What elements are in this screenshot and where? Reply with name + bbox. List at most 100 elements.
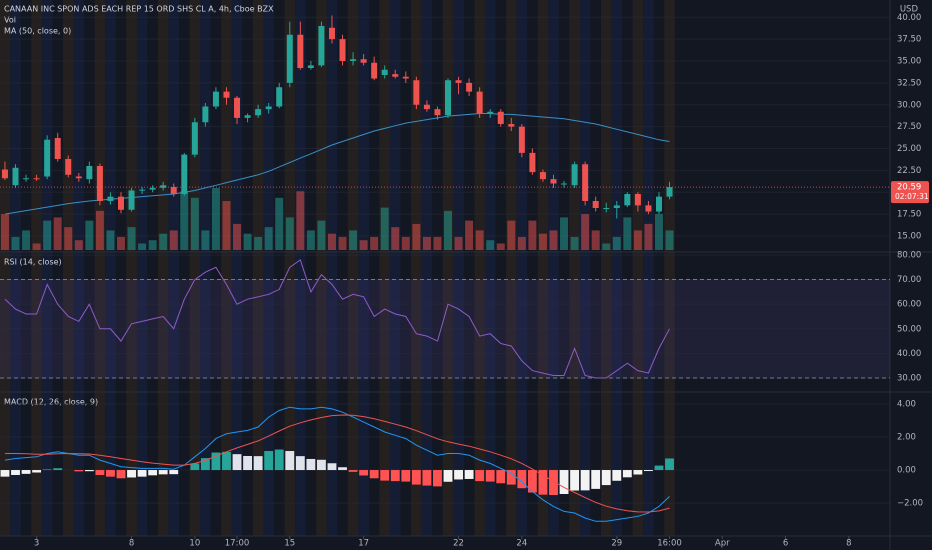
x-tick-label: 17 <box>358 539 369 549</box>
last-price-label: 20.59 <box>897 183 921 193</box>
candle-body <box>550 179 557 184</box>
volume-bar <box>538 233 547 250</box>
histogram-bar <box>127 470 136 478</box>
x-tick-label: 3 <box>34 539 39 549</box>
volume-bar <box>444 210 453 250</box>
volume-bar <box>275 197 284 250</box>
volume-bar <box>654 214 663 250</box>
histogram-bar <box>348 470 358 472</box>
session-band <box>379 0 390 536</box>
histogram-bar <box>559 470 569 495</box>
volume-bar <box>317 220 326 250</box>
session-band <box>136 0 148 536</box>
volume-bar <box>180 191 189 250</box>
histogram-bar <box>222 451 231 471</box>
session-band <box>516 0 528 536</box>
session-band <box>263 0 274 536</box>
y-tick-label: 80.00 <box>897 250 921 260</box>
histogram-bar <box>211 452 221 471</box>
y-tick-label: 40.00 <box>897 349 921 359</box>
candle-body <box>455 80 462 83</box>
candle-body <box>571 164 578 186</box>
y-tick-label: 30.00 <box>897 373 921 383</box>
volume-bar <box>222 201 231 250</box>
candle-body <box>234 97 241 118</box>
histogram-bar <box>485 470 495 482</box>
histogram-bar <box>527 470 537 493</box>
countdown-label: 02:07:31 <box>895 192 929 201</box>
candle-body <box>360 59 367 63</box>
histogram-bar <box>316 459 326 471</box>
histogram-bar <box>475 470 485 482</box>
session-band <box>73 0 85 536</box>
histogram-bar <box>517 470 527 489</box>
histogram-bar <box>433 470 442 487</box>
x-tick-label: 22 <box>453 539 464 549</box>
candle-body <box>128 190 135 210</box>
histogram-bar <box>306 458 316 471</box>
session-band <box>389 0 401 536</box>
candle-body <box>276 87 283 107</box>
histogram-bar <box>380 470 390 481</box>
volume-bar <box>422 236 431 250</box>
session-band <box>622 0 633 536</box>
histogram-bar <box>327 463 337 471</box>
histogram-bar <box>633 470 643 475</box>
candle-body <box>170 187 177 194</box>
candle-body <box>202 106 209 123</box>
candle-body <box>645 205 652 212</box>
candle-body <box>23 178 30 180</box>
candle-body <box>286 34 293 83</box>
candle-body <box>265 106 272 110</box>
candle-body <box>445 80 452 116</box>
volume-bar <box>401 236 410 250</box>
session-band <box>168 0 180 536</box>
session-band <box>231 0 243 536</box>
histogram-bar <box>53 468 63 471</box>
candle-body <box>107 196 114 201</box>
candle-body <box>191 122 198 155</box>
candle-body <box>476 91 483 114</box>
candle-body <box>561 183 568 185</box>
histogram-bar <box>106 470 115 477</box>
session-band <box>548 0 559 536</box>
volume-bar <box>465 220 474 250</box>
volume-bar <box>560 217 569 250</box>
candle-body <box>244 115 251 118</box>
y-tick-label: 22.50 <box>897 166 921 176</box>
histogram-bar <box>654 465 664 471</box>
candle-body <box>624 194 631 206</box>
histogram-bar <box>601 470 611 486</box>
candle-body <box>413 80 420 105</box>
volume-bar <box>549 230 558 250</box>
volume-bar <box>148 240 157 250</box>
indicator-label: RSI (14, close) <box>4 258 62 267</box>
last-price-tag <box>891 181 929 204</box>
candle-body <box>666 187 673 197</box>
volume-bar <box>327 233 336 250</box>
volume-bar <box>85 220 94 250</box>
histogram-bar <box>11 470 20 475</box>
candle-body <box>33 178 40 180</box>
histogram-bar <box>42 469 52 471</box>
session-band <box>316 0 327 536</box>
x-tick-label: 29 <box>611 539 622 549</box>
histogram-bar <box>137 470 147 477</box>
histogram-bar <box>295 456 305 471</box>
volume-bar <box>507 220 516 250</box>
session-band <box>590 0 601 536</box>
volume-bar <box>138 243 147 250</box>
volume-bar <box>116 236 125 250</box>
histogram-bar <box>274 449 284 471</box>
candle-body <box>149 187 156 190</box>
volume-bar <box>486 240 495 250</box>
volume-bar <box>211 188 220 250</box>
session-band <box>600 0 612 536</box>
candle-body <box>339 39 346 61</box>
session-band <box>337 0 348 536</box>
session-band <box>559 0 570 536</box>
session-band <box>527 0 538 536</box>
session-band <box>295 0 306 536</box>
session-band <box>0 0 11 536</box>
